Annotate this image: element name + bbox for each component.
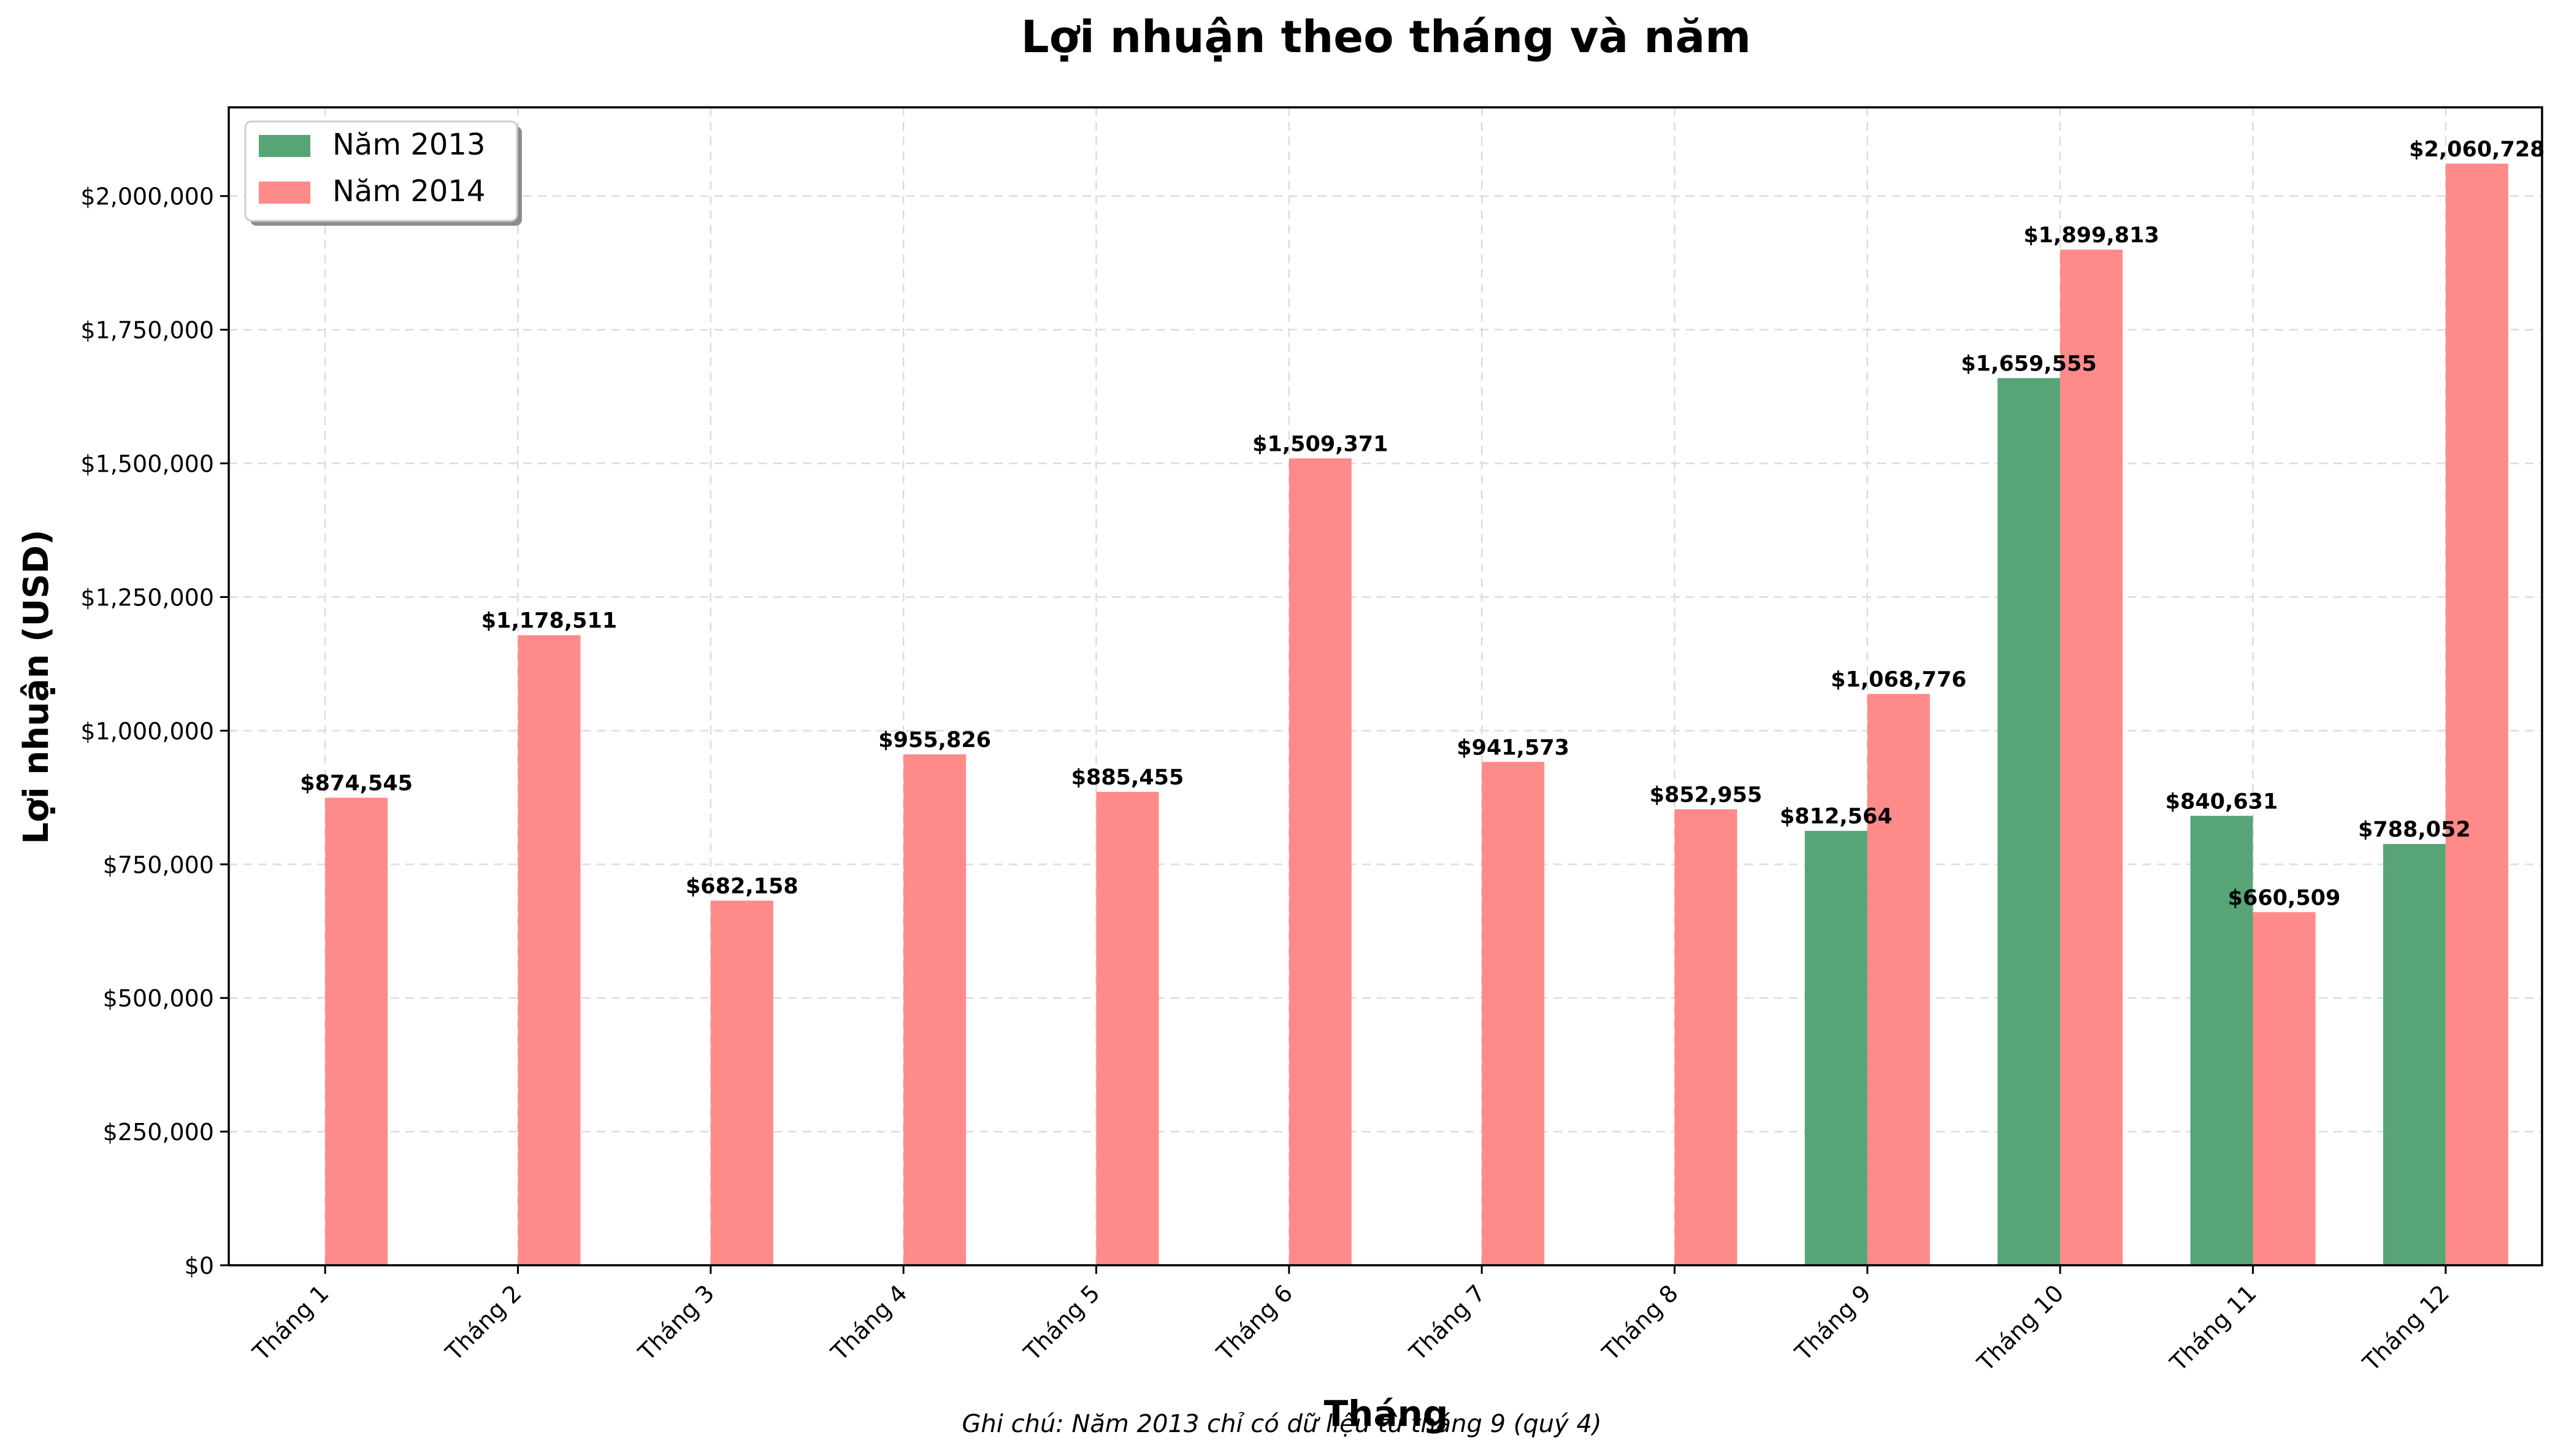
- bar-value-label: $1,068,776: [1831, 667, 1966, 692]
- bar-value-label: $840,631: [2165, 789, 2278, 814]
- x-tick-label: Tháng 5: [1018, 1279, 1105, 1366]
- x-tick-label: Tháng 10: [1972, 1279, 2069, 1377]
- bar-value-labels: $812,564 $1,659,555 $840,631 $788,052 $874,5…: [300, 137, 2545, 911]
- bar-2013-10: [1997, 378, 2061, 1265]
- legend-label-2013: Năm 2013: [332, 128, 486, 162]
- bar-2014-8: [1674, 809, 1737, 1265]
- y-tick-label: $250,000: [103, 1119, 214, 1146]
- x-tick-label: Tháng 11: [2164, 1279, 2262, 1377]
- bar-2014-2: [518, 635, 581, 1265]
- bar-value-label: $660,509: [2228, 886, 2341, 910]
- bar-2014-12: [2445, 163, 2508, 1265]
- bar-value-label: $852,955: [1650, 783, 1763, 808]
- bar-value-label: $1,509,371: [1252, 432, 1388, 456]
- bar-2014-10: [2060, 250, 2123, 1265]
- bar-2013-11: [2190, 816, 2253, 1265]
- legend-box: [244, 120, 518, 222]
- bar-2014-4: [903, 754, 967, 1265]
- legend-swatch-2014: [259, 182, 310, 204]
- chart-title: Lợi nhuận theo tháng và năm: [1021, 11, 1751, 63]
- y-tick-label: $500,000: [103, 985, 214, 1012]
- bar-2014-3: [710, 900, 773, 1265]
- x-tick-label: Tháng 7: [1404, 1279, 1490, 1366]
- x-tick-label: Tháng 6: [1211, 1279, 1298, 1366]
- y-axis-label: Lợi nhuận (USD): [17, 529, 56, 844]
- bar-value-label: $2,060,728: [2409, 137, 2545, 162]
- y-tick-label: $1,250,000: [80, 584, 214, 611]
- bar-2013-12: [2383, 844, 2446, 1265]
- bar-value-label: $874,545: [300, 772, 413, 796]
- y-tick-label: $1,000,000: [80, 718, 214, 745]
- bar-value-label: $788,052: [2358, 818, 2471, 842]
- bar-2014-7: [1482, 762, 1545, 1265]
- y-tick-label: $750,000: [103, 851, 214, 878]
- bar-2014-5: [1096, 792, 1159, 1265]
- y-tick-label: $2,000,000: [80, 183, 214, 210]
- bar-value-label: $1,899,813: [2023, 223, 2159, 248]
- y-tick-label: $1,750,000: [80, 317, 214, 344]
- bar-value-label: $885,455: [1071, 765, 1184, 790]
- bars: [325, 163, 2508, 1265]
- bar-value-label: $941,573: [1457, 735, 1569, 760]
- x-axis-ticks: Tháng 1 Tháng 2 Tháng 3 Tháng 4 Tháng 5 Tháng…: [247, 1265, 2454, 1377]
- bar-2014-11: [2253, 912, 2316, 1265]
- bar-value-label: $1,178,511: [481, 609, 617, 634]
- bar-value-label: $682,158: [686, 874, 798, 899]
- bar-value-label: $1,659,555: [1961, 351, 2096, 376]
- y-axis-ticks: $0 $250,000 $500,000 $750,000 $1,000,000 $1,2…: [80, 183, 229, 1279]
- bar-2014-9: [1867, 694, 1930, 1265]
- bar-value-label: $812,564: [1780, 805, 1893, 829]
- plot-frame: [228, 106, 2543, 1266]
- x-axis-label: Tháng: [1324, 1393, 1449, 1435]
- x-tick-label: Tháng 3: [633, 1279, 719, 1366]
- x-tick-label: Tháng 9: [1790, 1279, 1876, 1366]
- x-tick-label: Tháng 8: [1596, 1279, 1683, 1366]
- footnote: Ghi chú: Năm 2013 chỉ có dữ liệu từ thán…: [962, 1410, 1601, 1438]
- bar-2014-6: [1289, 458, 1352, 1265]
- legend-label-2014: Năm 2014: [332, 174, 486, 209]
- legend: Năm 2013 Năm 2014: [244, 120, 522, 226]
- bar-value-label: $955,826: [878, 728, 991, 753]
- x-tick-label: Tháng 4: [825, 1279, 912, 1366]
- x-tick-label: Tháng 1: [247, 1279, 334, 1366]
- bar-2014-1: [325, 797, 388, 1265]
- legend-swatch-2013: [259, 135, 310, 157]
- y-tick-label: $0: [185, 1252, 214, 1279]
- x-tick-label: Tháng 12: [2357, 1279, 2455, 1377]
- y-tick-label: $1,500,000: [80, 451, 214, 478]
- x-tick-label: Tháng 2: [440, 1279, 526, 1366]
- bar-2013-9: [1804, 830, 1867, 1265]
